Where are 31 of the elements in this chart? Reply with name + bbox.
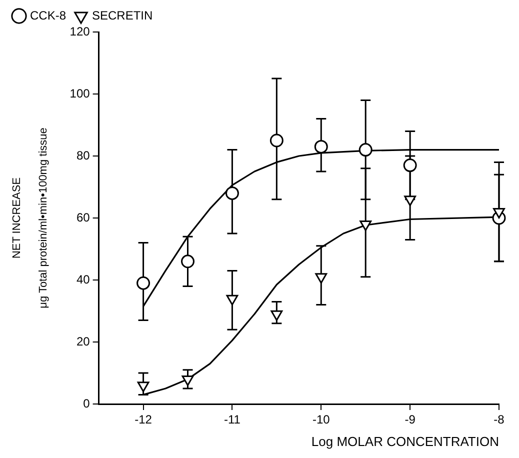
text: NET INCREASE μg Total protein/ml•min•100mg tissue [11,128,50,308]
x-tick-label: -11 [224,412,241,427]
point [225,186,239,200]
point [181,254,194,268]
point [226,294,238,306]
legend-label: CCK-8 [30,8,66,22]
point [182,375,194,386]
y-tick-label: 80 [76,148,90,162]
point [404,196,416,206]
point [403,158,417,172]
x-tick-label: -8 [494,412,505,427]
legend-label: SECRETIN [92,8,153,22]
y-tick-label: 100 [70,86,90,100]
point [137,382,150,392]
point [270,134,284,148]
point [493,208,505,219]
x-tick-label: -10 [312,412,330,427]
y-tick-label: 40 [76,272,90,286]
point [136,276,150,290]
x-tick-label: -9 [404,412,416,427]
y-tick-label: 0 [83,396,90,410]
point [314,140,328,154]
point [358,143,372,157]
y-tick-label: 20 [76,334,90,348]
y-tick-label: 60 [76,210,90,224]
point [360,220,372,231]
point [270,310,283,321]
y-tick-label: 120 [70,24,90,38]
x-axis-title: Log MOLAR CONCENTRATION [311,434,499,449]
point [315,273,328,284]
x-tick-label: -12 [134,412,152,427]
